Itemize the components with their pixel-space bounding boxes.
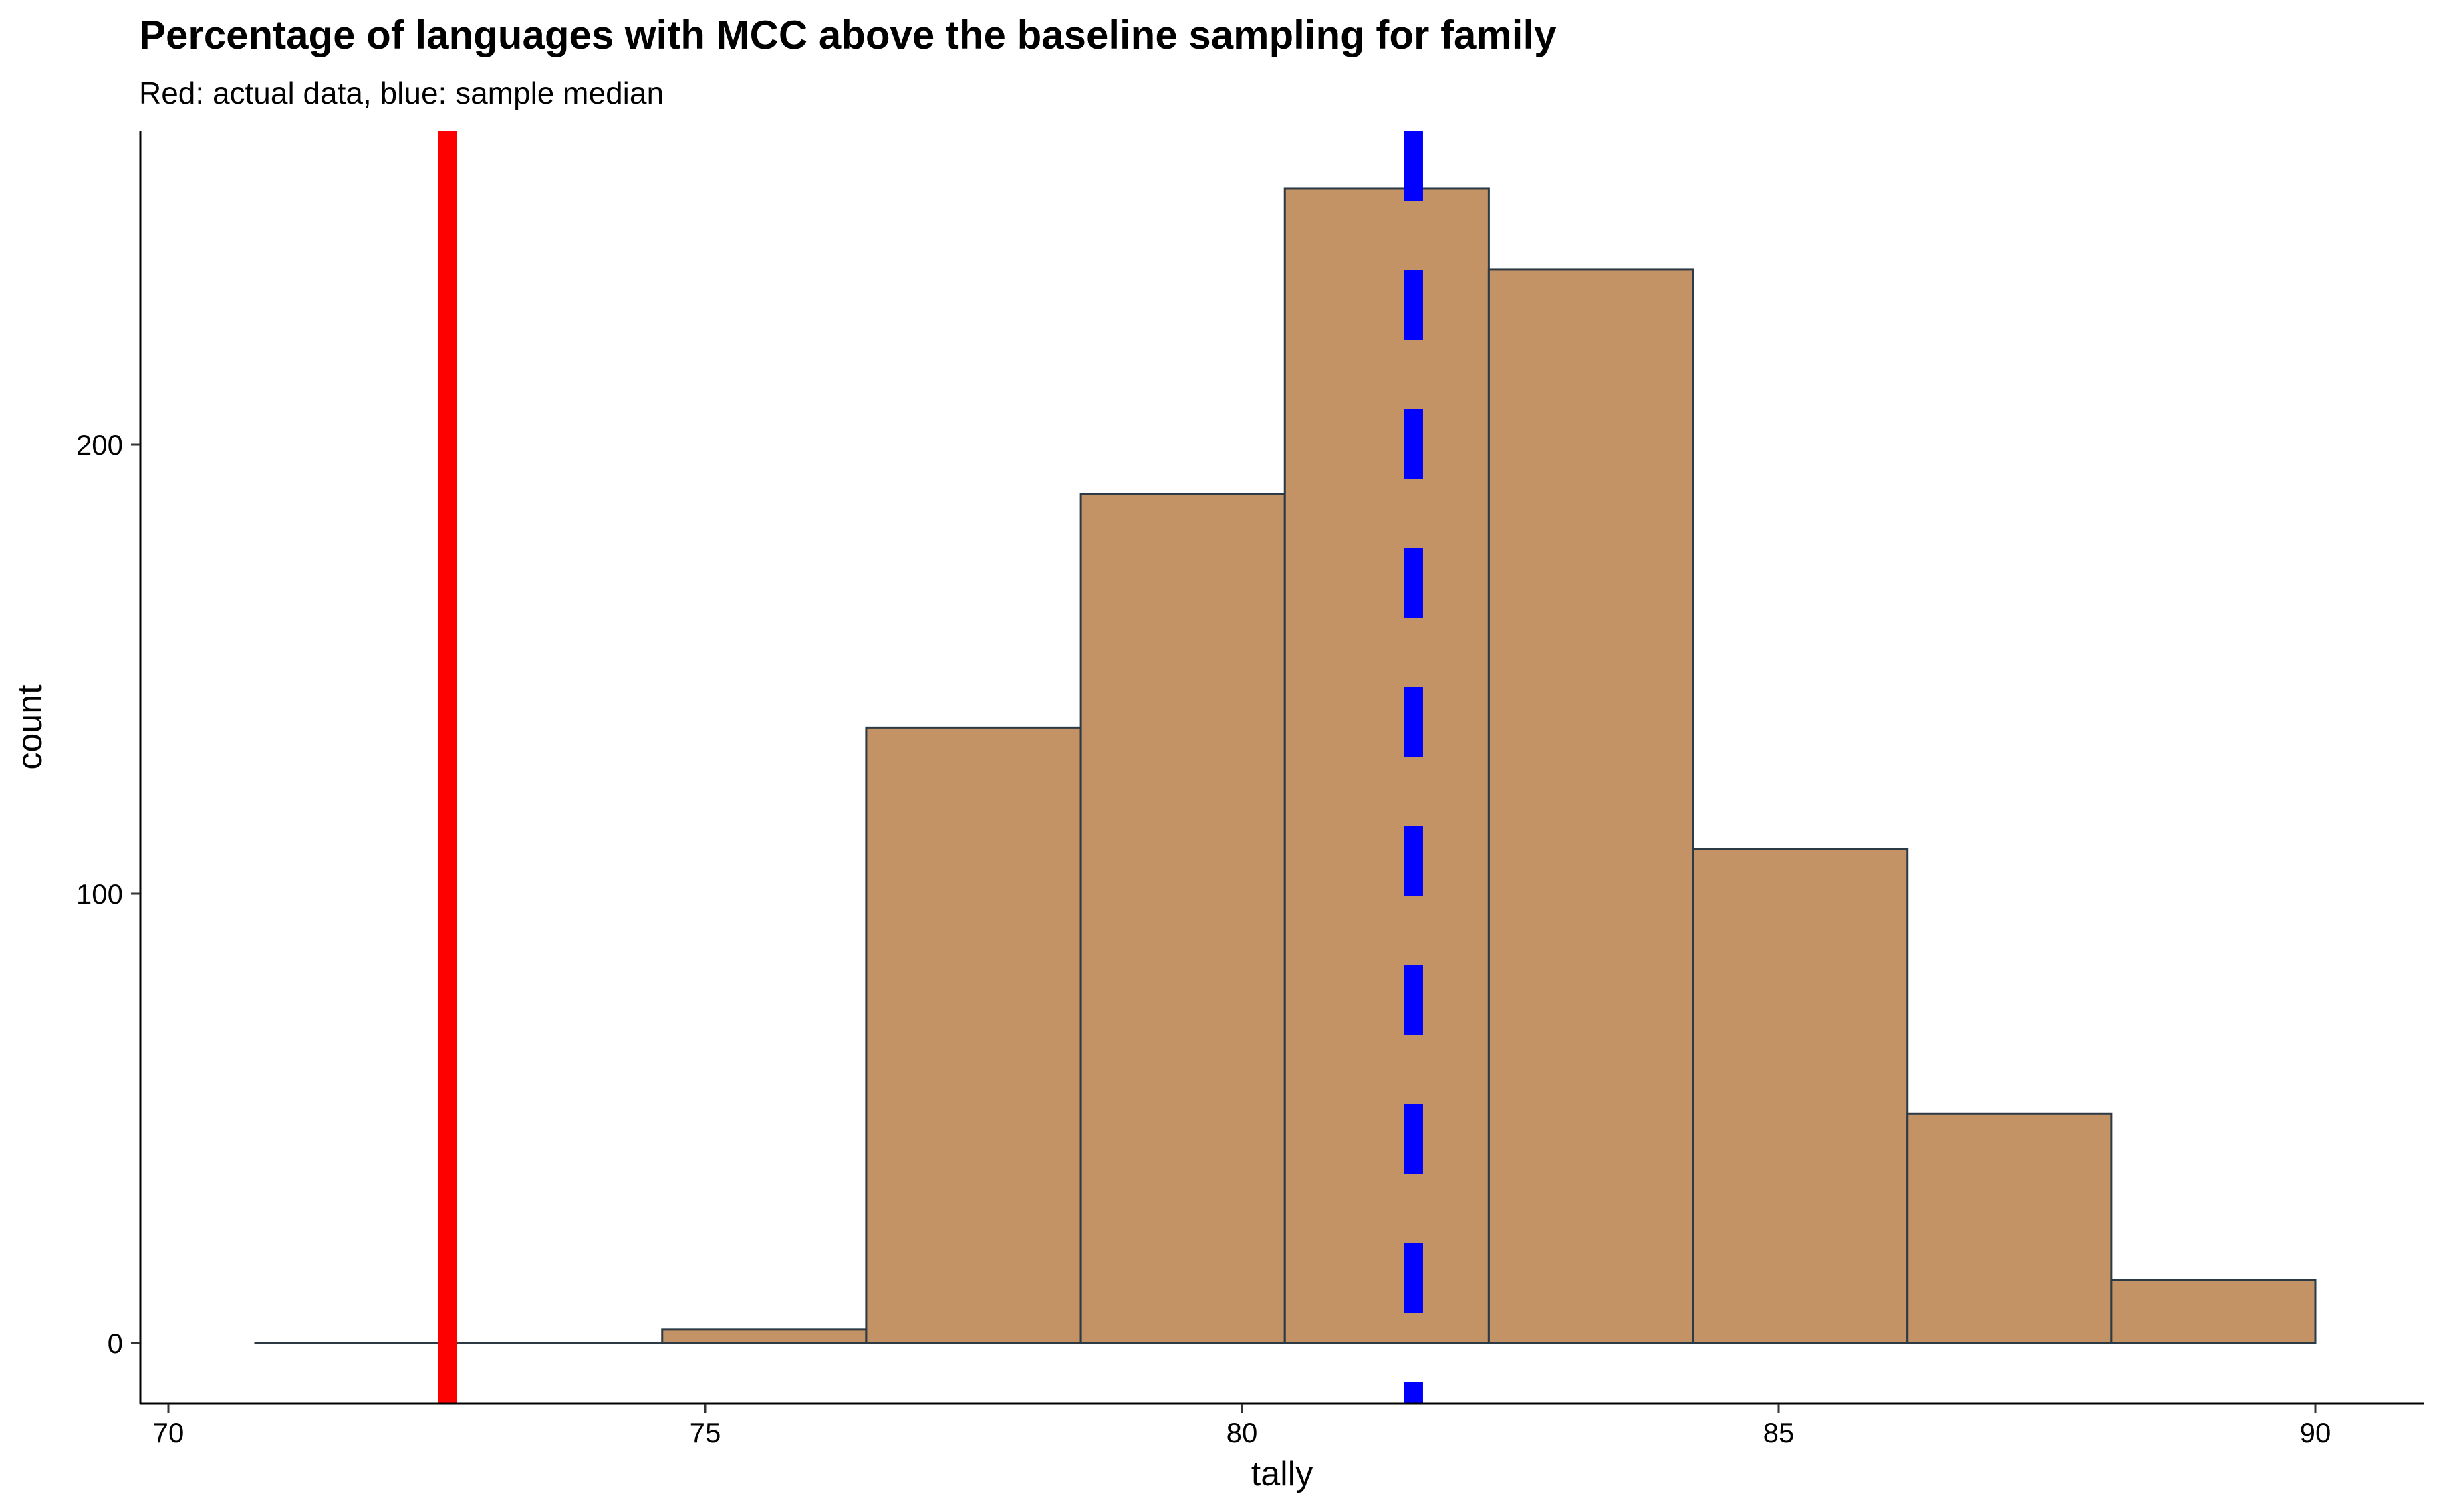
x-tick-label: 75	[690, 1417, 721, 1448]
histogram-bar	[1487, 268, 1694, 1344]
histogram-bar	[1692, 848, 1909, 1344]
histogram-bar	[1283, 187, 1490, 1344]
y-tick-label: 0	[108, 1328, 123, 1359]
y-tick-label: 100	[76, 878, 123, 910]
y-tick-label: 200	[76, 429, 123, 461]
x-tick-label: 85	[1763, 1417, 1795, 1448]
chart-title: Percentage of languages with MCC above t…	[139, 13, 1557, 57]
histogram-bar	[1906, 1112, 2113, 1344]
histogram-bar	[865, 726, 1082, 1344]
y-axis-title: count	[11, 684, 49, 770]
chart-subtitle: Red: actual data, blue: sample median	[139, 76, 664, 110]
x-tick-label: 80	[1227, 1417, 1258, 1448]
x-tick-label: 70	[153, 1417, 184, 1448]
histogram-bar	[1079, 493, 1286, 1344]
histogram-bar	[661, 1328, 868, 1344]
x-axis-title: tally	[1251, 1455, 1313, 1493]
x-tick-label: 90	[2300, 1417, 2331, 1448]
histogram-bar	[2110, 1279, 2317, 1344]
